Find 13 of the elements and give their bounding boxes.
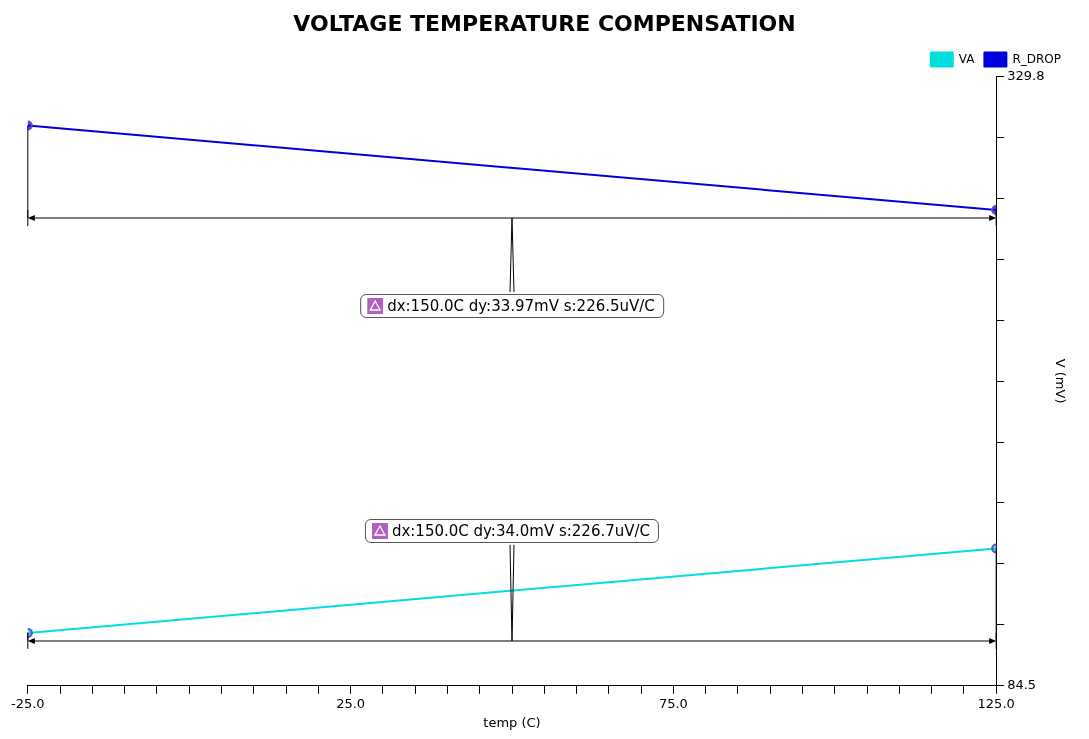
y-tick-label: 329.8	[1007, 67, 1045, 83]
legend-label: R_DROP	[1012, 51, 1062, 66]
legend-label: VA	[958, 51, 976, 66]
y-tick-label: 84.5	[1007, 677, 1037, 693]
x-tick-label: 125.0	[977, 695, 1015, 711]
annotation: dx:150.0C dy:33.97mV s:226.5uV/C	[387, 297, 655, 316]
annotation: dx:150.0C dy:34.0mV s:226.7uV/C	[391, 521, 651, 540]
x-tick-label: 25.0	[336, 695, 366, 711]
x-tick-label: -25.0	[11, 695, 45, 711]
x-tick-label: 75.0	[658, 695, 688, 711]
chart-title: VOLTAGE TEMPERATURE COMPENSATION	[293, 10, 796, 36]
y-axis-title: V (mV)	[1052, 358, 1068, 404]
x-axis-title: temp (C)	[483, 714, 541, 730]
